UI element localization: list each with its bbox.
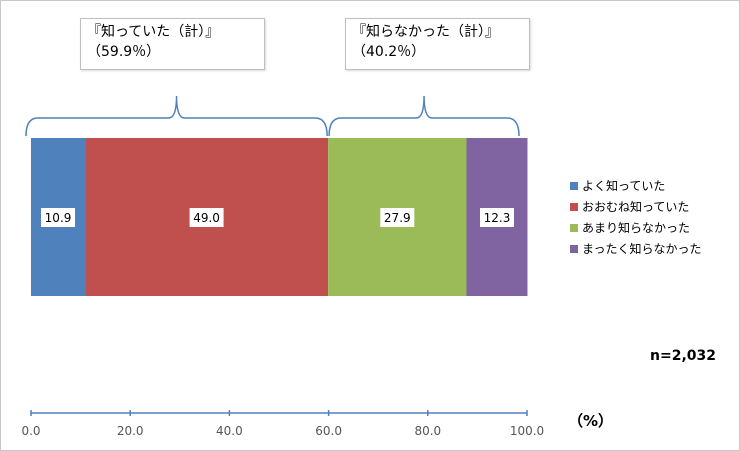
- x-tick-label: 80.0: [414, 424, 441, 438]
- legend-item-very-aware: よく知っていた: [570, 175, 702, 196]
- sample-size-label: n=2,032: [650, 348, 716, 364]
- bar-value-label: 10.9: [45, 211, 72, 225]
- legend-label: よく知っていた: [582, 179, 666, 193]
- legend-swatch: [570, 244, 578, 253]
- group-known-subtitle: （59.9％）: [87, 44, 161, 60]
- group-bracket: [328, 95, 520, 137]
- bar-value-box: [41, 208, 76, 227]
- bar-value-label: 49.0: [193, 211, 220, 225]
- x-tick-label: 20.0: [117, 424, 144, 438]
- group-label-unknown: 『知らなかった（計）』 （40.2％）: [345, 18, 530, 70]
- legend-label: あまり知らなかった: [582, 221, 691, 235]
- bar-value-box: [189, 208, 224, 227]
- legend-item-not-aware: まったく知らなかった: [570, 238, 702, 259]
- group-unknown-title: 『知らなかった（計）』: [352, 24, 499, 40]
- group-known-title: 『知っていた（計）』: [87, 24, 220, 40]
- bar-value-box: [380, 208, 415, 227]
- legend: よく知っていた おおむね知っていた あまり知らなかった まったく知らなかった: [570, 175, 702, 259]
- legend-item-mostly-aware: おおむね知っていた: [570, 196, 702, 217]
- x-tick-label: 100.0: [510, 424, 544, 438]
- legend-label: まったく知らなかった: [582, 242, 702, 256]
- legend-swatch: [570, 202, 578, 211]
- x-tick-label: 0.0: [21, 424, 40, 438]
- legend-swatch: [570, 223, 578, 232]
- axis-unit-label: （%）: [568, 412, 614, 430]
- group-bracket: [25, 95, 328, 137]
- legend-label: おおむね知っていた: [582, 200, 690, 214]
- legend-swatch: [570, 181, 578, 190]
- x-tick-label: 60.0: [315, 424, 342, 438]
- x-tick-label: 40.0: [216, 424, 243, 438]
- legend-item-barely-aware: あまり知らなかった: [570, 217, 702, 238]
- group-label-known: 『知っていた（計）』 （59.9％）: [80, 18, 265, 70]
- bar-value-label: 12.3: [484, 211, 511, 225]
- bar-value-label: 27.9: [384, 211, 411, 225]
- group-unknown-subtitle: （40.2％）: [352, 44, 426, 60]
- bar-value-box: [479, 208, 514, 227]
